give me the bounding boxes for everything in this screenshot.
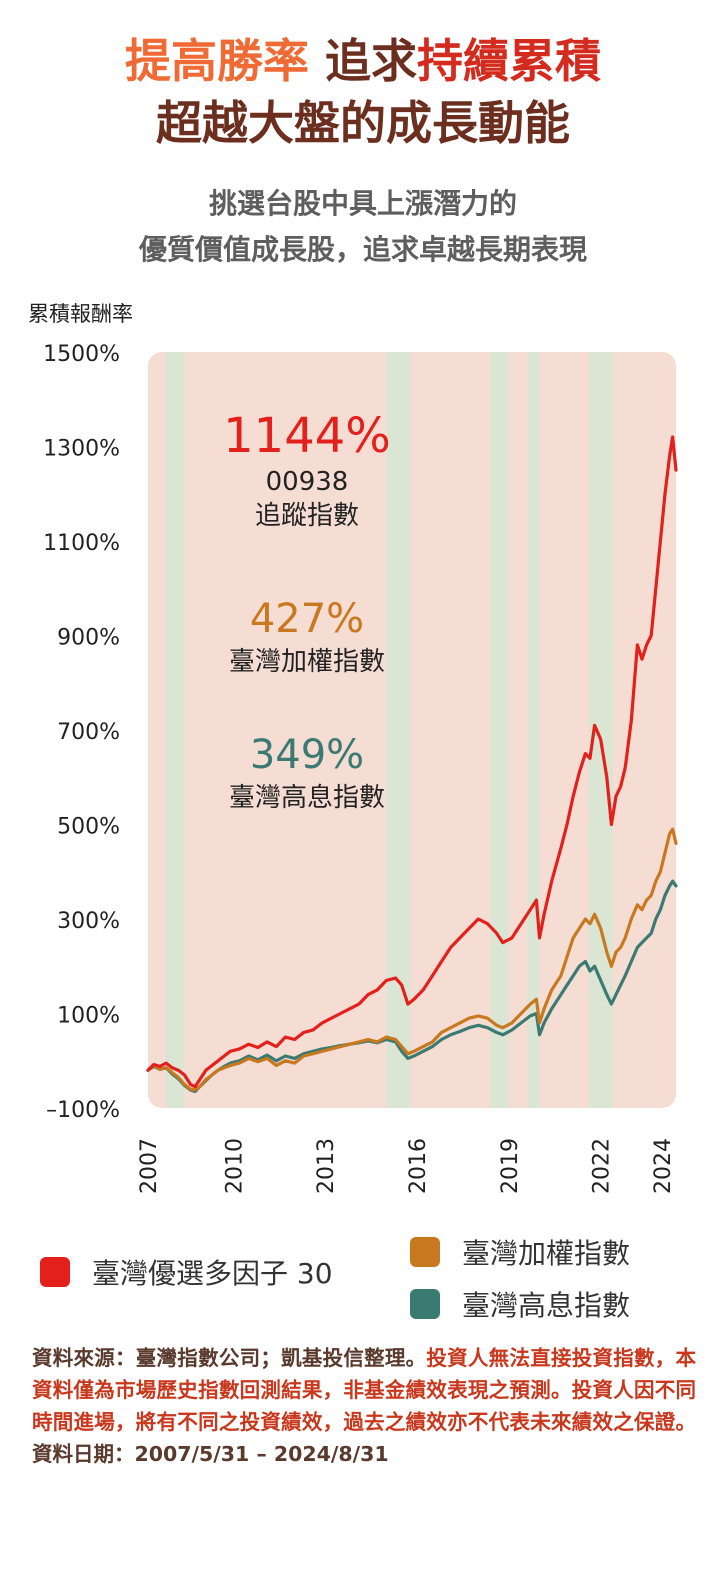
x-tick-labels: 2007 2010 2013 2016 2019 2022 2024 (137, 1138, 676, 1194)
source-note-origin: 資料來源：臺灣指數公司；凱基投信整理。 (32, 1346, 427, 1370)
y-tick-label: 900% (57, 626, 120, 651)
legend-swatch-high-dividend (410, 1289, 440, 1319)
x-tick-label: 2019 (498, 1138, 523, 1194)
y-tick-label: 100% (57, 1004, 120, 1029)
subtitle-line2: 優質價值成長股，追求卓越長期表現 (138, 233, 587, 266)
series-line-taiex (146, 827, 678, 1092)
shaded-period-2 (490, 352, 509, 1108)
x-tick-label: 2010 (222, 1138, 247, 1194)
x-tick-label: 2007 (137, 1138, 162, 1194)
annotation-value-multi_factor: 1144% (223, 408, 391, 464)
legend-item-multi-factor: 臺灣優選多因子 30 (40, 1252, 333, 1292)
y-tick-label: 500% (57, 815, 120, 840)
series-annotations: 1144%00938 追蹤指數 427% 臺灣加權指數 349% 臺灣高息指數 (223, 408, 391, 813)
headline-part1: 提高勝率 (124, 34, 309, 88)
x-tick-label: 2016 (406, 1138, 431, 1194)
headline-line1: 提高勝率 追求持續累積 (0, 30, 726, 92)
legend-label-high-dividend: 臺灣高息指數 (462, 1289, 631, 1322)
legend-label-taiex: 臺灣加權指數 (462, 1237, 631, 1270)
cumulative-return-chart: 1500% 1300% 1100% 900% 700% 500% 300% 100% –100%… (43, 342, 678, 1194)
y-tick-label: 300% (57, 909, 120, 934)
y-tick-label: 1100% (43, 531, 120, 556)
subtitle-line1: 挑選台股中具上漲潛力的 (208, 187, 517, 220)
annotation-label-multi_factor: 追蹤指數 (255, 501, 359, 531)
y-tick-label: –100% (46, 1098, 120, 1123)
legend-swatch-taiex (410, 1237, 440, 1267)
annotation-label-high_dividend: 臺灣高息指數 (229, 783, 385, 813)
annotation-value-high_dividend: 349% (250, 732, 364, 778)
legend-swatch-multi-factor (40, 1257, 70, 1287)
annotation-value-taiex: 427% (250, 596, 364, 642)
source-note-disclaimer: 投資人無法直接投資指數，本資料僅為市場歷史指數回測結果，非基金績效表現之預測。投… (32, 1346, 697, 1434)
annotation-label-multi_factor: 00938 (266, 467, 349, 497)
y-tick-label: 1500% (43, 342, 120, 367)
shaded-period-4 (588, 352, 613, 1108)
y-tick-labels: 1500% 1300% 1100% 900% 700% 500% 300% 100% –100% (43, 342, 120, 1123)
y-tick-label: 700% (57, 720, 120, 745)
legend-item-high-dividend: 臺灣高息指數 (410, 1284, 630, 1324)
series-lines (146, 435, 678, 1094)
y-tick-label: 1300% (43, 437, 120, 462)
x-tick-label: 2013 (314, 1138, 339, 1194)
shaded-period-0 (166, 352, 185, 1108)
series-line-multi_factor (146, 435, 678, 1089)
x-tick-label: 2024 (651, 1138, 676, 1194)
headline-part3: 持續累積 (417, 34, 601, 88)
legend-item-taiex: 臺灣加權指數 (410, 1232, 630, 1272)
y-axis-title: 累積報酬率 (28, 302, 133, 326)
shaded-period-3 (527, 352, 540, 1108)
x-tick-label: 2022 (590, 1138, 615, 1194)
legend-label-multi-factor: 臺灣優選多因子 30 (92, 1257, 333, 1290)
source-note-date: 資料日期：2007/5/31 – 2024/8/31 (32, 1442, 389, 1466)
headline-line2: 超越大盤的成長動能 (156, 96, 570, 150)
headline-part2: 追求 (325, 34, 417, 88)
source-note: 資料來源：臺灣指數公司；凱基投信整理。投資人無法直接投資指數，本資料僅為市場歷史… (32, 1342, 696, 1470)
shaded-period-1 (386, 352, 411, 1108)
annotation-label-taiex: 臺灣加權指數 (229, 647, 385, 677)
